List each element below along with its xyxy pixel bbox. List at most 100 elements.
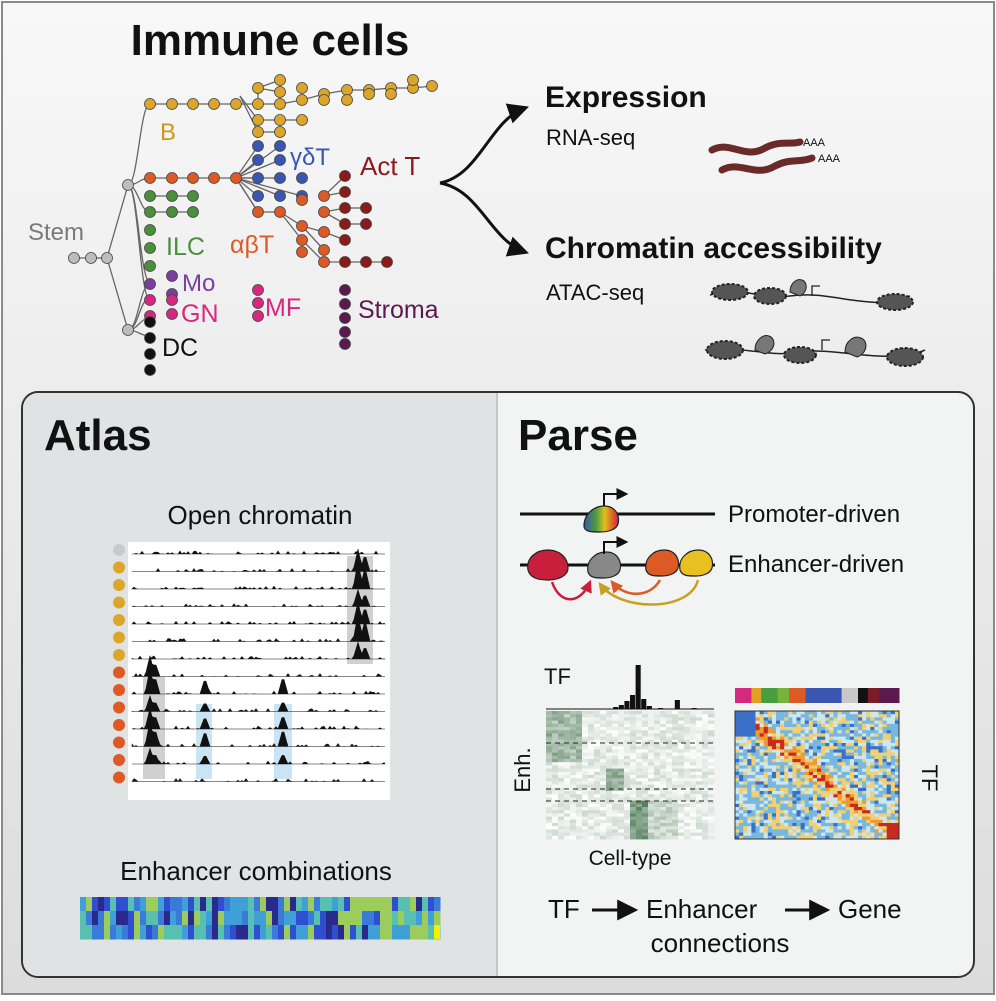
heat-cell	[576, 807, 583, 811]
heat-cell	[755, 743, 760, 747]
heat-cell	[870, 733, 875, 737]
heat-cell	[796, 749, 801, 753]
heat-cell	[837, 794, 842, 798]
heat-cell	[767, 762, 773, 766]
heat-cell	[837, 768, 842, 773]
heat-cell	[182, 911, 189, 926]
heat-cell	[684, 810, 691, 814]
heat-cell	[812, 752, 818, 757]
heat-cell	[743, 810, 748, 814]
heat-cell	[666, 813, 673, 817]
heat-cell	[800, 797, 806, 801]
heat-cell	[618, 768, 625, 773]
heat-cell	[743, 794, 748, 798]
heat-cell	[767, 810, 773, 814]
heat-cell	[804, 762, 810, 766]
heat-cell	[788, 752, 793, 757]
heat-cell	[862, 807, 867, 811]
heat-cell	[784, 752, 789, 757]
heat-cell	[886, 736, 892, 741]
heat-cell	[862, 730, 867, 734]
heat-cell	[841, 730, 847, 734]
heat-cell	[86, 897, 93, 912]
heat-cell	[642, 714, 649, 718]
heat-cell	[747, 771, 752, 776]
heat-cell	[206, 911, 213, 926]
heat-cell	[648, 749, 655, 753]
heat-cell	[862, 816, 867, 821]
heat-cell	[808, 717, 814, 721]
heat-cell	[546, 739, 553, 744]
heat-cell	[841, 816, 847, 821]
heat-cell	[630, 829, 637, 833]
heat-cell	[690, 714, 697, 718]
heat-cell	[821, 730, 826, 734]
heat-cell	[870, 775, 875, 779]
heat-cell	[862, 771, 867, 776]
heat-cell	[612, 829, 619, 833]
heat-cell	[642, 784, 649, 789]
heat-cell	[825, 733, 830, 737]
heat-cell	[878, 823, 883, 827]
heat-cell	[582, 791, 589, 795]
heat-cell	[672, 759, 679, 763]
heat-cell	[812, 832, 818, 837]
heat-cell	[780, 803, 785, 808]
heat-cell	[825, 759, 830, 763]
cell-node	[187, 172, 199, 184]
heat-cell	[837, 826, 842, 830]
heat-cell	[804, 711, 810, 715]
heat-cell	[878, 832, 883, 837]
heat-cell	[771, 730, 777, 734]
heat-cell	[763, 816, 769, 821]
heat-cell	[666, 791, 673, 795]
heat-cell	[833, 835, 838, 840]
heat-cell	[678, 759, 685, 763]
heat-cell	[636, 743, 643, 747]
heat-cell	[829, 743, 834, 747]
heat-cell	[564, 794, 571, 798]
heat-cell	[776, 762, 781, 766]
cell-node	[274, 74, 286, 86]
heat-cell	[684, 803, 691, 808]
heat-cell	[874, 832, 879, 837]
heat-cell	[841, 714, 847, 718]
heat-cell	[660, 768, 667, 773]
heat-cell	[870, 826, 875, 830]
heat-cell	[743, 720, 748, 725]
heat-cell	[771, 739, 777, 744]
heat-cell	[825, 794, 830, 798]
heat-cell	[845, 759, 851, 763]
heat-cell	[870, 835, 875, 840]
heat-cell	[624, 819, 631, 824]
heat-cell	[398, 897, 405, 912]
heat-cell	[600, 720, 607, 725]
heat-cell	[800, 800, 806, 805]
heat-cell	[743, 778, 748, 782]
heat-cell	[780, 791, 785, 795]
heat-cell	[708, 823, 715, 827]
heat-cell	[788, 810, 793, 814]
heat-cell	[735, 755, 740, 760]
heat-cell	[755, 723, 760, 728]
heat-cell	[886, 807, 892, 811]
heat-cell	[594, 749, 601, 753]
heat-cell	[735, 829, 740, 833]
heat-cell	[776, 823, 781, 827]
heat-cell	[894, 720, 900, 725]
tree-edge	[239, 95, 259, 133]
heat-cell	[882, 723, 888, 728]
heat-cell	[743, 723, 748, 728]
heat-cell	[870, 759, 875, 763]
heat-cell	[684, 755, 691, 760]
heat-cell	[636, 730, 643, 734]
heat-cell	[678, 784, 685, 789]
heat-cell	[894, 816, 900, 821]
heat-cell	[564, 797, 571, 801]
heat-cell	[660, 826, 667, 830]
heat-cell	[829, 791, 834, 795]
heat-cell	[739, 807, 744, 811]
heat-cell	[862, 720, 867, 725]
heat-cell	[386, 911, 393, 926]
cell-node	[274, 206, 286, 218]
